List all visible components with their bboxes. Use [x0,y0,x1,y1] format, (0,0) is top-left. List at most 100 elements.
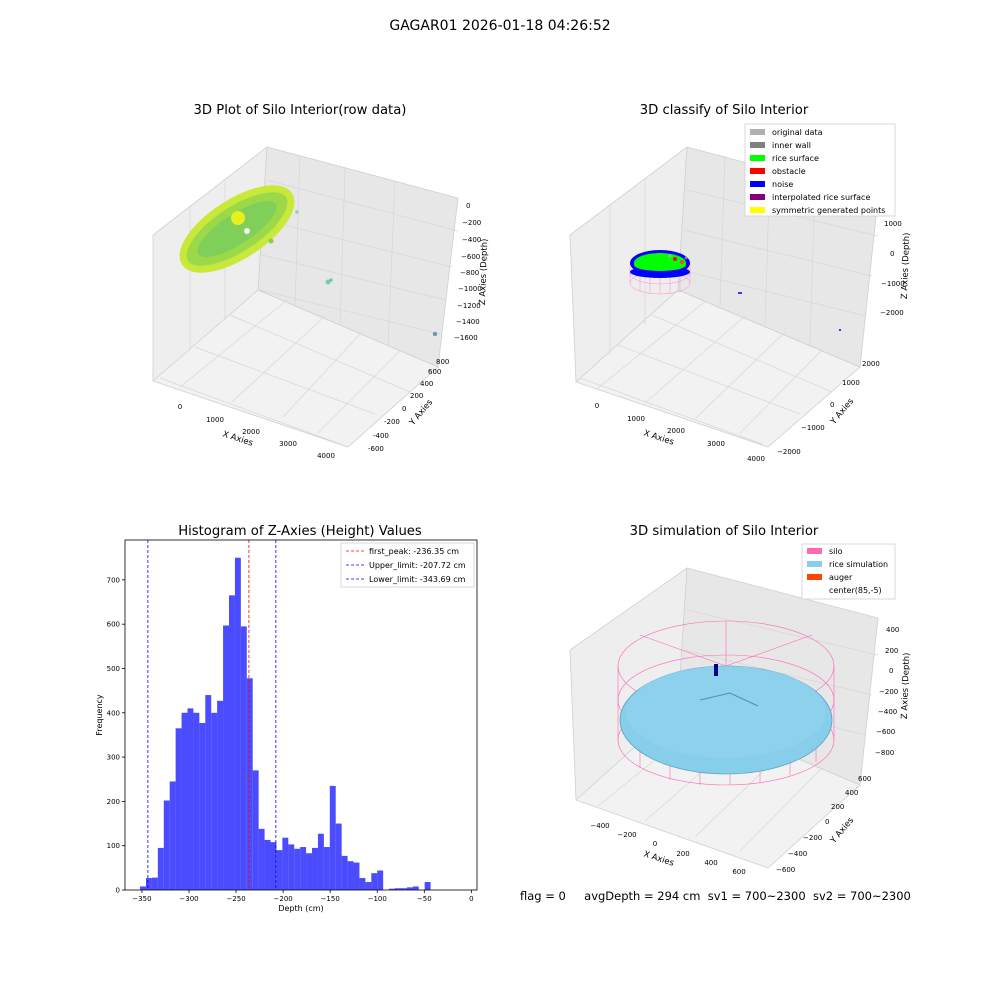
histogram-y-axis-label: Frequency [95,694,104,736]
histogram-bar [205,695,212,890]
histogram-bar [240,626,247,890]
z-tick-label: 400 [886,626,899,634]
raw-3d-panes [152,146,459,448]
legend-swatch [750,129,765,135]
z-tick-label: −1200 [457,302,481,310]
histogram-bar [365,882,372,890]
legend-label: rice simulation [829,560,888,569]
simulation-auger [714,664,718,676]
histogram-bar [395,888,401,890]
z-tick-label: 0 [889,667,893,675]
z-tick-label: −400 [878,708,897,716]
legend-label: noise [772,180,793,189]
legend-swatch [807,561,822,567]
x-tick-label: 0 [178,403,182,411]
raw-point-cloud [179,185,438,337]
raw-plot-title: 3D Plot of Silo Interior(row data) [193,103,407,118]
legend-swatch [750,181,765,187]
flag-text: flag = 0 [520,889,566,903]
classify-3d-plot: original data inner wall rice surface ob… [569,123,912,463]
z-tick-label: 0 [466,202,470,210]
histogram-bar [264,839,271,890]
histogram-bar [341,855,348,890]
legend-label: original data [772,128,823,137]
x-tick-label: 4000 [747,455,765,463]
z-tick-label: −1000 [458,285,482,293]
y-tick-label: 700 [107,576,120,584]
histogram-frame [124,539,478,891]
y-tick-label: 0 [825,818,829,826]
histogram-bar [252,770,259,890]
histogram-bar [400,888,407,890]
histogram-bar [406,887,413,890]
legend-label: silo [829,547,843,556]
histogram-bar [306,853,313,890]
x-tick-label: −100 [368,895,387,903]
simulation-y-axis-label: Y Axies [828,815,856,846]
legend-swatch [750,168,765,174]
y-tick-label: 1000 [842,379,860,387]
z-tick-label: −1000 [881,280,905,288]
y-tick-label: −600 [776,866,795,874]
y-tick-label: 400 [845,789,858,797]
histogram-bar [181,712,188,890]
z-tick-label: −1600 [454,334,478,342]
histogram-bar [246,678,253,890]
figure-title: GAGAR01 2026-01-18 04:26:52 [389,18,611,34]
raw-3d-grid [159,155,459,445]
y-tick-label: 800 [436,358,449,366]
histogram-bar [389,888,396,890]
histogram-bar [140,886,146,890]
legend-label: obstacle [772,167,806,176]
raw-x-ticks: 0 1000 2000 3000 4000 [178,403,335,460]
raw-y-ticks: -600 -400 -200 0 200 400 600 800 [368,358,449,453]
x-tick-label: −200 [617,831,636,839]
x-tick-label: 2000 [667,427,685,435]
sv1-text: sv1 = 700~2300 [707,889,806,903]
histogram-bar [276,850,283,890]
simulation-rice-surface [619,665,833,775]
z-tick-label: −200 [879,688,898,696]
simulation-y-ticks: −600 −400 −200 0 200 400 600 [776,775,871,874]
x-tick-label: −200 [274,895,293,903]
legend-label: inner wall [772,141,811,150]
histogram-bar [424,882,431,890]
histogram-bar [317,833,324,890]
y-tick-label: 600 [858,775,871,783]
histogram-bar [288,844,295,890]
histogram-bar [234,557,241,890]
histogram-bar [217,700,224,890]
y-tick-label: 600 [107,621,120,629]
legend-swatch [750,155,765,161]
y-tick-label: 0 [116,887,120,895]
z-tick-label: −600 [876,728,895,736]
y-tick-label: 200 [107,798,120,806]
sv2-text: sv2 = 700~2300 [812,889,911,903]
histogram-bars [140,557,431,890]
x-tick-label: 1000 [206,416,224,424]
y-tick-label: -400 [373,432,389,440]
simulation-plot-title: 3D simulation of Silo Interior [629,524,819,539]
legend-box [744,123,896,217]
histogram-bar [169,781,176,890]
x-tick-label: 3000 [707,440,725,448]
histogram-bar [353,862,360,890]
y-tick-label: 200 [831,803,844,811]
legend-swatch [807,574,822,580]
histogram-bar [371,873,378,890]
y-tick-label: 2000 [862,360,880,368]
histogram-bar [377,870,384,890]
x-tick-label: 0 [653,840,657,848]
classify-y-ticks: −2000 −1000 0 1000 2000 [777,360,880,456]
x-tick-label: −150 [321,895,340,903]
y-tick-label: -200 [384,418,400,426]
y-tick-label: 0 [402,405,406,413]
legend-swatch [750,142,765,148]
histogram-bar [223,625,229,890]
histogram-bar [300,847,307,890]
y-tick-label: 600 [428,368,441,376]
x-tick-label: 600 [732,868,745,876]
y-tick-label: 400 [420,380,433,388]
histogram-bar [294,848,301,890]
raw-z-axis-label: Z Axies (Depth) [478,238,490,305]
